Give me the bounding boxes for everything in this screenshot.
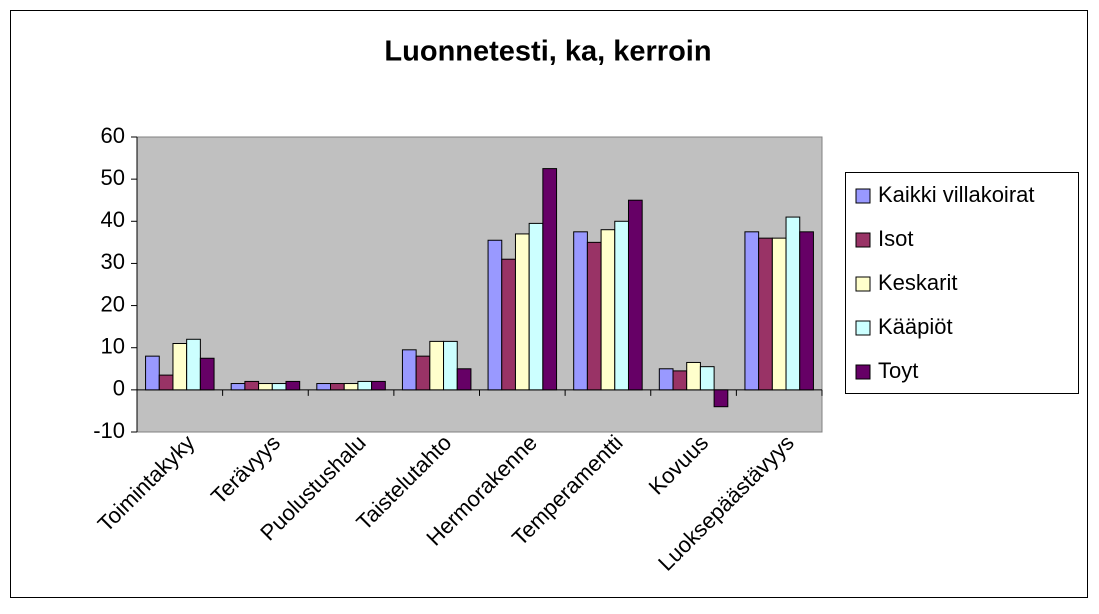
legend-swatch <box>855 276 871 292</box>
legend-swatch <box>855 320 871 336</box>
bar <box>258 383 273 391</box>
bar <box>145 355 160 391</box>
legend-swatch <box>855 364 871 380</box>
legend-swatch <box>855 188 871 204</box>
bar <box>542 168 558 391</box>
bar <box>487 239 503 391</box>
bar <box>686 361 701 391</box>
bar <box>429 340 445 391</box>
y-tick-label: 20 <box>101 291 125 316</box>
bar <box>443 340 458 391</box>
bar <box>316 383 332 391</box>
bar <box>573 231 588 391</box>
bar <box>771 237 787 391</box>
bar <box>799 231 814 391</box>
bar <box>271 383 287 391</box>
bar <box>357 380 373 391</box>
bar <box>744 231 760 391</box>
bar <box>600 229 616 391</box>
bar <box>343 383 359 391</box>
legend-label: Kaikki villakoirat <box>878 182 1035 207</box>
bar <box>586 241 602 391</box>
legend-label: Kääpiöt <box>878 314 953 339</box>
bar <box>401 349 417 391</box>
y-tick-label: 40 <box>101 207 125 232</box>
bar <box>713 389 729 408</box>
y-tick-label: 50 <box>101 165 125 190</box>
bar <box>658 368 674 391</box>
y-tick-label: -10 <box>93 418 125 443</box>
bar <box>627 199 643 391</box>
bar <box>614 220 629 391</box>
bar <box>528 222 544 391</box>
bar <box>330 383 345 391</box>
legend <box>845 172 1079 394</box>
legend-label: Toyt <box>878 358 918 383</box>
y-tick-label: 60 <box>101 123 125 148</box>
y-tick-label: 10 <box>101 334 125 359</box>
bar <box>699 366 715 391</box>
bar <box>285 380 301 391</box>
bar <box>230 383 246 391</box>
bar <box>158 374 174 391</box>
bar <box>244 380 260 391</box>
bar <box>672 370 688 391</box>
bar <box>186 338 201 391</box>
bar <box>371 380 386 391</box>
y-tick-label: 30 <box>101 249 125 274</box>
bar <box>415 355 431 391</box>
bar <box>172 343 188 391</box>
bar <box>456 368 472 391</box>
bar <box>758 237 773 391</box>
bar <box>199 357 215 391</box>
legend-swatch <box>855 232 871 248</box>
bar <box>501 258 516 391</box>
chart-title: Luonnetesti, ka, kerroin <box>384 36 711 68</box>
y-tick-label: 0 <box>113 376 125 401</box>
bar <box>785 216 801 391</box>
legend-label: Isot <box>878 226 913 251</box>
bar <box>514 233 530 391</box>
legend-label: Keskarit <box>878 270 957 295</box>
